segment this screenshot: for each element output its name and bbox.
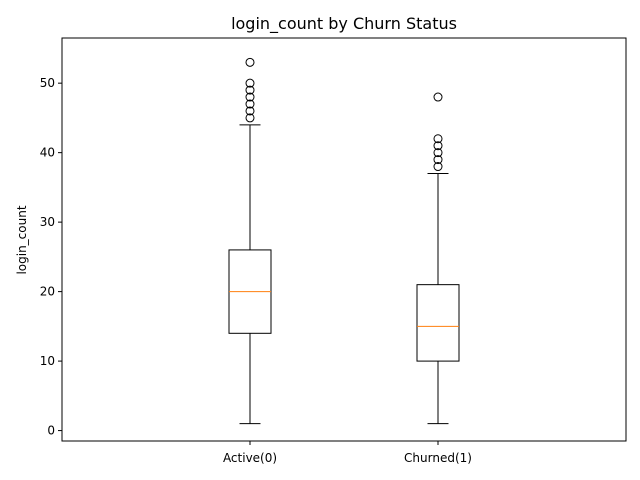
chart-title: login_count by Churn Status: [231, 14, 457, 34]
y-tick-label: 10: [40, 354, 55, 368]
outlier-point: [433, 92, 443, 102]
outlier-point: [245, 92, 255, 102]
outlier-point: [433, 162, 443, 172]
x-tick-label: Churned(1): [404, 451, 472, 465]
outlier-point: [245, 85, 255, 95]
y-axis-label: login_count: [15, 205, 29, 274]
outlier-point: [433, 148, 443, 158]
outlier-point: [433, 155, 443, 165]
box-group: [416, 92, 460, 425]
x-tick-label: Active(0): [223, 451, 277, 465]
box-series: [228, 57, 460, 425]
y-tick-label: 30: [40, 215, 55, 229]
outlier-point: [245, 99, 255, 109]
outlier-point: [433, 134, 443, 144]
y-tick-label: 0: [47, 424, 55, 438]
box-group: [228, 57, 272, 425]
y-tick-label: 20: [40, 285, 55, 299]
outlier-point: [245, 113, 255, 123]
outlier-point: [245, 78, 255, 88]
outlier-point: [245, 57, 255, 67]
outlier-point: [245, 106, 255, 116]
plot-area-frame: [61, 37, 627, 442]
outlier-point: [433, 141, 443, 151]
y-axis-ticks: 0 10 20 30 40 50: [40, 76, 62, 438]
y-tick-label: 40: [40, 146, 55, 160]
y-tick-label: 50: [40, 76, 55, 90]
x-axis-ticks: Active(0) Churned(1): [223, 441, 472, 465]
interquartile-box: [416, 284, 460, 362]
